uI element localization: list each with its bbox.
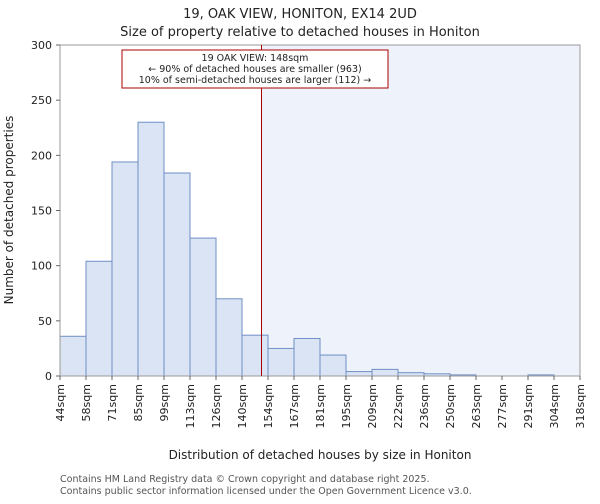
plot-area: 0 50 100 150 200 250 300 44sqm 58sqm 71sqm 85sqm 99… <box>31 39 587 428</box>
x-tick-label: 44sqm <box>54 384 67 421</box>
x-tick-label: 71sqm <box>106 384 119 421</box>
x-tick-label: 318sqm <box>574 384 587 428</box>
bar <box>293 337 321 377</box>
bar <box>371 368 399 377</box>
x-tick-label: 222sqm <box>392 384 405 428</box>
y-tick-label: 250 <box>31 94 52 107</box>
annotation-box: 19 OAK VIEW: 148sqm ← 90% of detached ho… <box>121 49 389 89</box>
x-tick-label: 209sqm <box>366 384 379 428</box>
annotation-line-1: 19 OAK VIEW: 148sqm <box>202 53 309 64</box>
x-tick-label: 181sqm <box>314 384 327 428</box>
x-tick-label: 291sqm <box>522 384 535 428</box>
bar <box>345 371 373 377</box>
annotation-line-2: ← 90% of detached houses are smaller (96… <box>148 64 361 75</box>
bar <box>241 334 269 377</box>
bar <box>215 298 243 377</box>
x-tick-label: 154sqm <box>262 384 275 428</box>
bar <box>267 347 295 377</box>
x-tick-label: 250sqm <box>444 384 457 428</box>
x-tick-label: 113sqm <box>184 384 197 428</box>
y-tick-label: 50 <box>38 315 52 328</box>
x-tick-label: 58sqm <box>80 384 93 421</box>
x-tick-label: 99sqm <box>158 384 171 421</box>
bar <box>59 335 87 377</box>
y-axis-label: Number of detached properties <box>2 116 16 305</box>
x-tick-label: 126sqm <box>210 384 223 428</box>
x-tick-label: 263sqm <box>470 384 483 428</box>
x-tick-label: 85sqm <box>132 384 145 421</box>
x-tick-label: 140sqm <box>236 384 249 428</box>
x-tick-label: 304sqm <box>548 384 561 428</box>
bar <box>111 161 139 377</box>
x-tick-label: 277sqm <box>496 384 509 428</box>
bar <box>189 237 217 377</box>
highlight-region <box>261 45 580 376</box>
y-tick-label: 100 <box>31 260 52 273</box>
chart-title: 19, OAK VIEW, HONITON, EX14 2UD <box>183 7 417 22</box>
annotation-border <box>121 49 389 89</box>
y-tick-label: 150 <box>31 205 52 218</box>
bar <box>163 172 191 377</box>
chart-subtitle: Size of property relative to detached ho… <box>120 25 480 40</box>
x-axis-label: Distribution of detached houses by size … <box>169 448 472 462</box>
annotation-line-3: 10% of semi-detached houses are larger (… <box>139 75 372 86</box>
bar <box>85 260 113 377</box>
x-tick-label: 195sqm <box>340 384 353 428</box>
bar <box>319 354 347 377</box>
y-tick-label: 300 <box>31 39 52 52</box>
bar <box>137 121 165 377</box>
y-tick-label: 0 <box>45 370 52 383</box>
y-tick-label: 200 <box>31 149 52 162</box>
footer-line-2: Contains public sector information licen… <box>60 486 472 497</box>
x-tick-label: 236sqm <box>418 384 431 428</box>
footer-line-1: Contains HM Land Registry data © Crown c… <box>60 474 430 485</box>
x-tick-label: 167sqm <box>288 384 301 428</box>
